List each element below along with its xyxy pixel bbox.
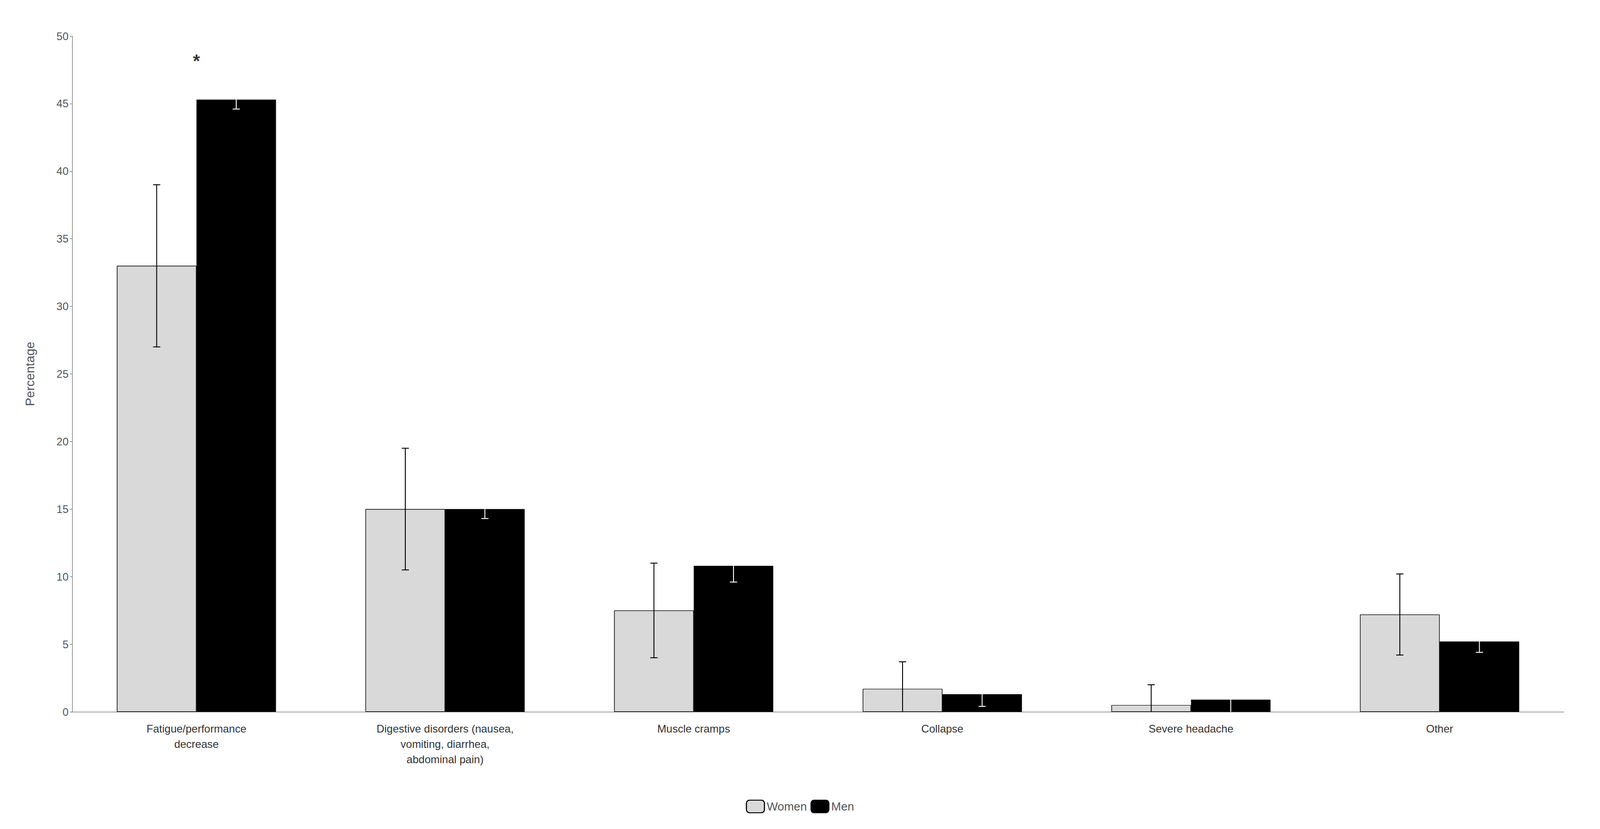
svg-text:40: 40 [56, 165, 69, 178]
svg-text:25: 25 [56, 367, 69, 381]
svg-text:abdominal pain): abdominal pain) [406, 753, 484, 766]
svg-text:Percentage: Percentage [22, 341, 37, 407]
svg-text:35: 35 [56, 232, 69, 245]
svg-text:*: * [192, 50, 201, 71]
svg-text:50: 50 [56, 30, 69, 43]
svg-text:0: 0 [62, 706, 69, 719]
svg-text:Collapse: Collapse [921, 722, 964, 735]
svg-text:Women: Women [766, 799, 807, 814]
svg-text:Fatigue/performance: Fatigue/performance [146, 722, 247, 735]
svg-text:Digestive disorders (nausea,: Digestive disorders (nausea, [376, 722, 514, 735]
svg-text:30: 30 [56, 300, 69, 313]
svg-text:15: 15 [56, 503, 69, 516]
svg-text:Severe headache: Severe headache [1148, 722, 1234, 735]
svg-text:Men: Men [831, 799, 855, 814]
svg-text:5: 5 [62, 638, 69, 651]
svg-text:decrease: decrease [174, 738, 219, 751]
svg-text:10: 10 [56, 570, 69, 583]
svg-text:20: 20 [56, 435, 69, 448]
svg-text:vomiting, diarrhea,: vomiting, diarrhea, [400, 738, 490, 751]
svg-text:Other: Other [1425, 722, 1454, 735]
svg-text:45: 45 [56, 97, 69, 110]
svg-text:Muscle cramps: Muscle cramps [657, 722, 730, 735]
